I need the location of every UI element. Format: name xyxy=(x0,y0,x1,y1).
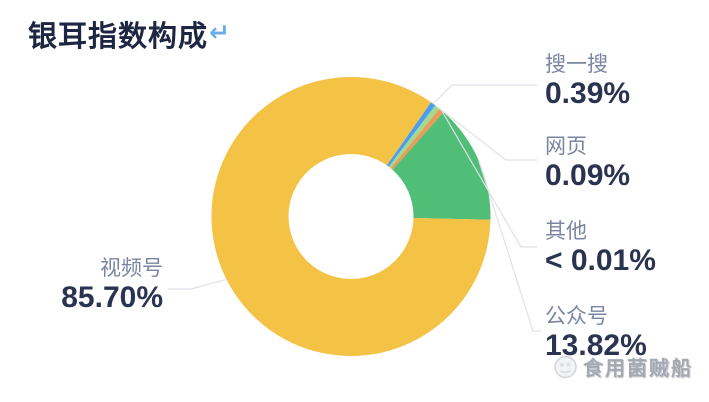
pie-label-value: 0.39% xyxy=(545,77,631,110)
pie-slice-搜一搜 xyxy=(386,102,436,167)
leader-line-视频号 xyxy=(168,278,227,290)
watermark-text: 食用菌贼船 xyxy=(583,358,693,380)
pie-slice-网页 xyxy=(388,105,440,169)
pie-label-gongzhonghao: 公众号 13.82% xyxy=(545,303,647,362)
pie-label-name: 网页 xyxy=(545,135,587,158)
pie-label-qita: 其他 < 0.01% xyxy=(545,218,656,277)
return-mark-icon: ↵ xyxy=(209,19,230,47)
pie-label-value: 13.82% xyxy=(545,329,647,362)
pie-slice-其他 xyxy=(390,108,444,170)
pie-label-name: 公众号 xyxy=(545,305,608,328)
pie-slice-视频号 xyxy=(211,76,491,356)
pie-slice-公众号 xyxy=(392,112,491,220)
pirate-ship-logo-icon xyxy=(554,355,577,379)
leader-line-其他 xyxy=(441,110,537,248)
pie-label-value: 85.70% xyxy=(61,281,163,314)
donut-slices xyxy=(211,76,491,356)
leader-line-搜一搜 xyxy=(432,84,537,105)
pie-label-souyisou: 搜一搜 0.39% xyxy=(545,51,630,110)
pie-label-wangye: 网页 0.09% xyxy=(545,133,630,192)
pie-label-name: 视频号 xyxy=(100,257,163,280)
leader-line-公众号 xyxy=(478,160,541,332)
leader-line-网页 xyxy=(437,106,537,161)
pie-label-value: 0.09% xyxy=(545,159,631,192)
page-title: 银耳指数构成 xyxy=(28,21,209,53)
pie-label-name: 其他 xyxy=(545,220,587,243)
leader-lines xyxy=(168,84,541,332)
watermark: 食用菌贼船 xyxy=(552,352,693,381)
title-row: 银耳指数构成 ↵ xyxy=(28,13,230,55)
pie-label-name: 搜一搜 xyxy=(545,53,608,76)
pie-label-value: < 0.01% xyxy=(545,244,656,277)
pie-label-shipinhao: 视频号 85.70% xyxy=(61,255,163,314)
